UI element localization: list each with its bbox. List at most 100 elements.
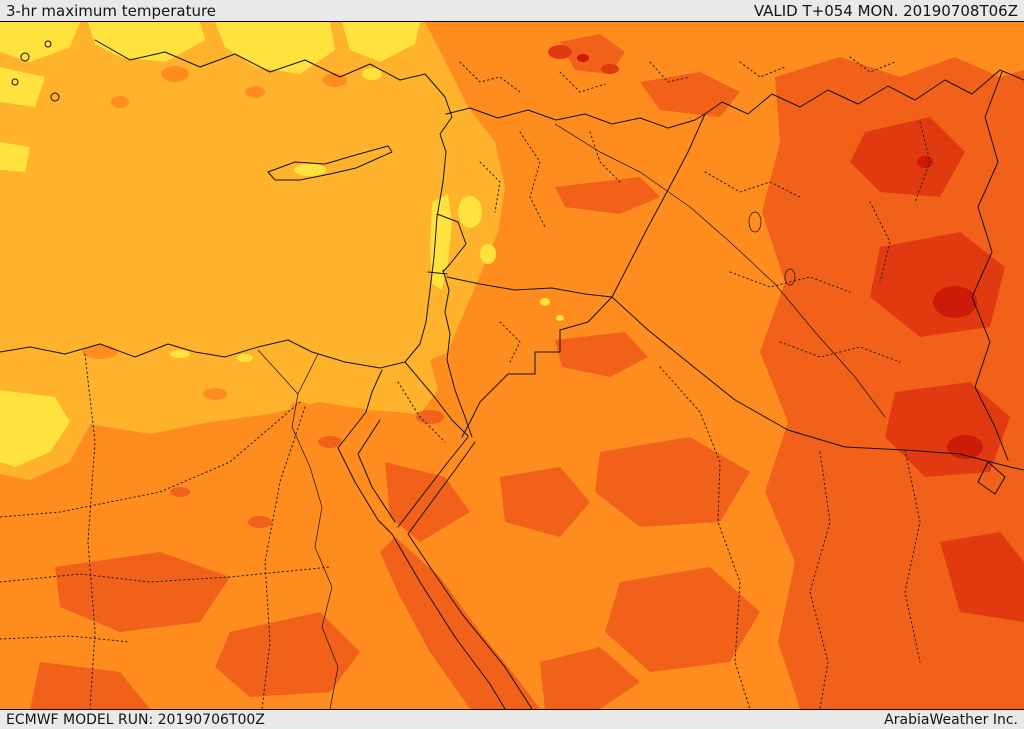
temp-region <box>0 22 80 62</box>
temp-region <box>342 22 420 62</box>
mediterranean-coastline <box>0 39 453 369</box>
admin-line <box>729 271 851 293</box>
iraq-saudi-border <box>611 296 1024 471</box>
admin-line <box>84 353 96 709</box>
temp-region <box>55 552 230 632</box>
temp-region <box>111 96 129 108</box>
temp-region <box>0 67 45 107</box>
coastlines <box>0 39 886 709</box>
temp-region <box>555 177 660 214</box>
temp-region <box>605 567 760 672</box>
temp-region <box>318 436 342 448</box>
temp-region <box>548 45 572 59</box>
admin-line <box>559 71 606 93</box>
map-svg <box>0 22 1024 709</box>
jordan-valley-border <box>442 269 473 438</box>
lebanon-syria-border <box>436 213 467 273</box>
page-title: 3-hr maximum temperature <box>6 1 217 20</box>
brand-label: ArabiaWeather Inc. <box>884 711 1018 728</box>
temp-region <box>458 196 482 228</box>
suez-canal <box>365 369 383 413</box>
lake-outline <box>748 211 762 233</box>
kuwait-border <box>977 461 1006 495</box>
syria-jordan-border <box>446 276 613 298</box>
temp-region <box>0 390 70 467</box>
temp-band-amber <box>0 22 505 480</box>
temp-region <box>850 117 965 197</box>
temperature-map <box>0 22 1024 709</box>
admin-line <box>459 61 521 93</box>
admin-line <box>904 449 921 663</box>
temp-region <box>237 354 253 362</box>
admin-line <box>479 161 501 213</box>
temp-region <box>500 467 590 537</box>
admin-line <box>397 381 446 443</box>
gulf-of-aqaba-east-shore <box>407 441 476 535</box>
temp-region <box>940 532 1024 622</box>
temp-region <box>215 612 360 697</box>
syria-iraq-border <box>611 113 706 298</box>
temp-region <box>362 68 382 80</box>
admin-line <box>914 121 931 203</box>
admin-line <box>659 366 751 709</box>
red-sea-east-shore <box>407 533 533 709</box>
lake-outline <box>784 268 796 286</box>
country-borders <box>404 69 1024 495</box>
admin-line <box>0 566 331 583</box>
temp-region <box>947 435 983 459</box>
island-outline <box>50 92 60 102</box>
temp-region <box>170 350 190 358</box>
gulf-of-aqaba-west-shore <box>397 436 469 528</box>
temp-region <box>203 388 227 400</box>
israel-egypt-border <box>404 361 469 437</box>
island-outline <box>44 40 52 48</box>
temp-speckles-orange <box>82 66 347 412</box>
temp-region <box>480 244 496 264</box>
admin-boundaries <box>0 56 931 709</box>
jordan-saudi-border <box>461 296 613 438</box>
temp-region <box>555 332 648 377</box>
temp-region <box>245 86 265 98</box>
island-outline <box>20 52 30 62</box>
cyprus-coastline <box>267 145 393 181</box>
temp-region <box>0 22 505 480</box>
nile-delta-branch <box>297 353 319 395</box>
temp-region <box>0 142 30 172</box>
temp-region <box>540 298 550 306</box>
temp-region <box>601 64 619 74</box>
admin-line <box>0 635 131 643</box>
nile-river <box>291 393 339 709</box>
temp-region <box>161 66 189 82</box>
temp-region <box>933 286 977 318</box>
temp-region <box>30 662 150 709</box>
admin-line <box>809 451 831 709</box>
admin-line <box>519 131 546 228</box>
temp-region <box>556 315 564 321</box>
temp-region <box>577 54 589 62</box>
temp-region <box>294 164 326 176</box>
temp-region <box>640 72 740 117</box>
admin-line <box>499 321 521 363</box>
temp-region <box>917 156 933 168</box>
iraq-iran-border <box>971 71 1009 461</box>
admin-line <box>779 341 901 363</box>
temp-region <box>170 487 190 497</box>
footer-bar: ECMWF MODEL RUN: 20190706T00Z ArabiaWeat… <box>0 709 1024 729</box>
admin-line <box>649 61 691 83</box>
gulf-of-suez-west-shore <box>337 411 393 535</box>
temp-region <box>595 437 750 527</box>
temp-region <box>385 462 470 542</box>
temp-region <box>82 345 118 359</box>
valid-time-label: VALID T+054 MON. 20190708T06Z <box>753 1 1018 20</box>
temp-region <box>88 22 205 62</box>
euphrates-river <box>554 123 886 418</box>
nile-delta-branch <box>257 349 299 395</box>
temp-region <box>248 516 272 528</box>
turkey-south-border <box>445 69 1024 129</box>
temp-region <box>290 402 310 412</box>
temp-region <box>540 647 640 709</box>
temp-band-red-orange <box>548 45 1024 622</box>
temp-region <box>560 34 625 74</box>
admin-line <box>869 201 891 283</box>
